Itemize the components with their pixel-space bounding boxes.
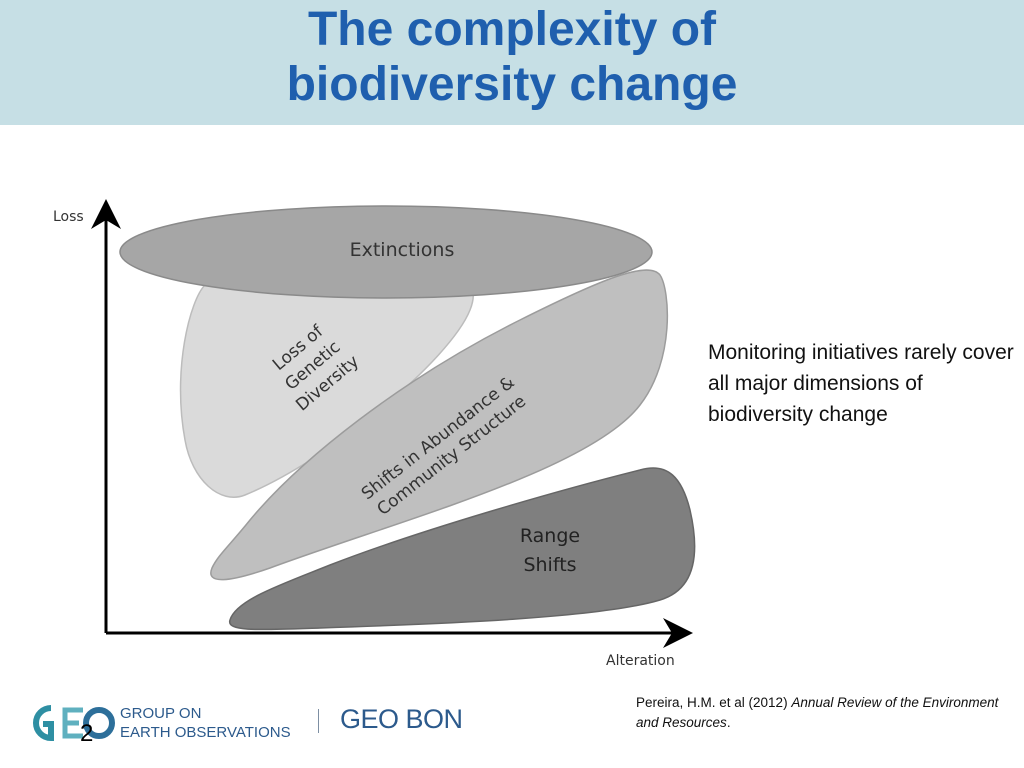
citation-journal: Annual Review of the Environment and Res…: [636, 695, 999, 730]
geobon-logo-text: GEO BON: [340, 704, 463, 734]
geo-logo-text: GROUP ON EARTH OBSERVATIONS: [120, 704, 291, 742]
citation: Pereira, H.M. et al (2012) Annual Review…: [636, 693, 1016, 733]
slide-title-line-2: biodiversity change: [286, 58, 738, 111]
range-label-line-2: Shifts: [523, 554, 576, 576]
range-shifts-shape: [229, 467, 696, 631]
geo-logo-icon: [33, 705, 115, 742]
range-label-line-1: Range: [520, 525, 580, 547]
geo-logo-line-2: EARTH OBSERVATIONS: [120, 724, 291, 741]
title-band: [0, 0, 1024, 125]
abundance-shape: [210, 269, 669, 581]
extinctions-label: Extinctions: [350, 239, 455, 261]
slide-title-line-1: The complexity of: [307, 3, 717, 56]
x-axis-label: Alteration: [606, 653, 675, 669]
logo-separator: [318, 709, 319, 733]
extinctions-shape: [119, 205, 653, 299]
y-axis-label: Loss: [53, 209, 84, 225]
biodiversity-diagram: Loss Alteration Extinctions Loss of Gene…: [53, 199, 696, 669]
side-note: Monitoring initiatives rarely cover all …: [708, 341, 1014, 426]
geo-logo-line-1: GROUP ON: [120, 705, 202, 722]
citation-end: .: [726, 715, 731, 730]
slide-title: The complexity of biodiversity change: [0, 2, 1024, 112]
citation-authors: Pereira, H.M. et al (2012): [636, 695, 792, 710]
slide-number: 2: [80, 720, 94, 747]
